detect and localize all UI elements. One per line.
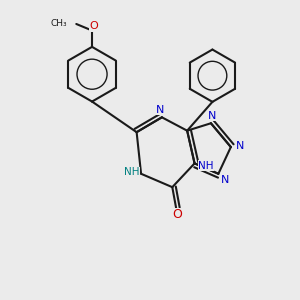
Text: O: O: [89, 21, 98, 31]
Text: N: N: [208, 111, 217, 121]
Text: CH₃: CH₃: [51, 20, 68, 28]
Text: N: N: [156, 105, 164, 115]
Text: NH: NH: [198, 161, 214, 171]
Text: N: N: [221, 175, 229, 185]
Text: O: O: [172, 208, 182, 221]
Text: N: N: [236, 140, 244, 151]
Text: NH: NH: [124, 167, 140, 177]
